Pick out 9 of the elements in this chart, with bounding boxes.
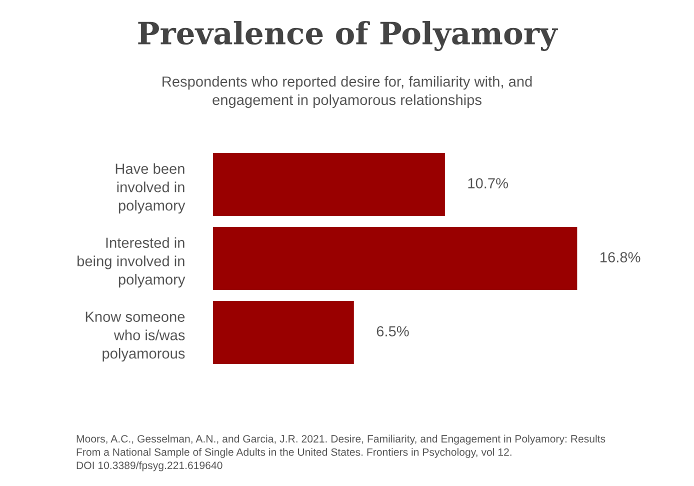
y-tick-label: Have been involved in polyamory [116,163,186,214]
y-tick-label: Interested in being involved in polyamory [78,237,186,288]
chart-title: Prevalence of Polyamory [138,20,558,52]
y-tick-label: Know someone who is/was polyamorous [86,312,185,362]
text: Moors, A.C., Gesselman, A.N., and Garcia, J.R. 2021. Desire, Familiarity, and Engagement in Polyamory: Results From a National Sample of Single Adults in the United States. Frontiers in Psychology, vol 12. DOI 10.3389/fpsyg.221.619640 [76,434,606,472]
data-label: 16.8% [600,252,640,262]
chart-subtitle: Respondents who reported desire for, familiarity with, and engagement in polyamorous relationships [162,76,532,108]
data-label: 10.7% [468,178,508,188]
data-label: 6.5% [376,326,409,336]
